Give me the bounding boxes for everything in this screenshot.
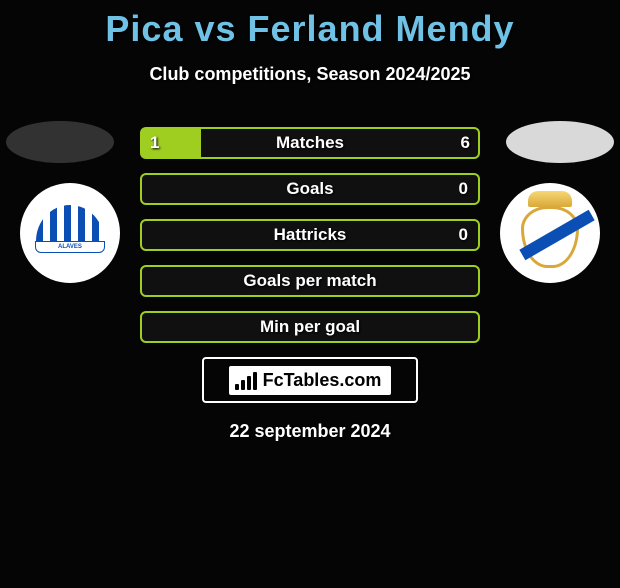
page-title: Pica vs Ferland Mendy bbox=[0, 8, 620, 50]
stat-row-matches: 1 Matches 6 bbox=[140, 127, 480, 159]
stat-label: Min per goal bbox=[260, 317, 360, 337]
player-right-placeholder bbox=[506, 121, 614, 163]
date: 22 september 2024 bbox=[140, 421, 480, 442]
stat-value-right: 0 bbox=[459, 179, 468, 199]
alaves-crest-icon: ALAVES bbox=[34, 205, 106, 261]
stat-value-right: 0 bbox=[459, 225, 468, 245]
stat-row-hattricks: Hattricks 0 bbox=[140, 219, 480, 251]
stats-bars: 1 Matches 6 Goals 0 Hattricks 0 Goals pe… bbox=[140, 127, 480, 442]
real-madrid-crest-icon bbox=[517, 193, 583, 273]
source-logo: FcTables.com bbox=[202, 357, 418, 403]
player-left-placeholder bbox=[6, 121, 114, 163]
club-badge-right bbox=[500, 183, 600, 283]
stat-label: Goals per match bbox=[243, 271, 376, 291]
stat-row-goals: Goals 0 bbox=[140, 173, 480, 205]
stat-label: Hattricks bbox=[274, 225, 347, 245]
stat-label: Goals bbox=[286, 179, 333, 199]
stat-value-left: 1 bbox=[150, 133, 159, 153]
chart-icon bbox=[235, 370, 257, 390]
stat-row-goals-per-match: Goals per match bbox=[140, 265, 480, 297]
subtitle: Club competitions, Season 2024/2025 bbox=[0, 64, 620, 85]
logo-label: FcTables.com bbox=[263, 370, 382, 391]
stat-row-min-per-goal: Min per goal bbox=[140, 311, 480, 343]
club-badge-left: ALAVES bbox=[20, 183, 120, 283]
stat-label: Matches bbox=[276, 133, 344, 153]
stat-value-right: 6 bbox=[461, 133, 470, 153]
